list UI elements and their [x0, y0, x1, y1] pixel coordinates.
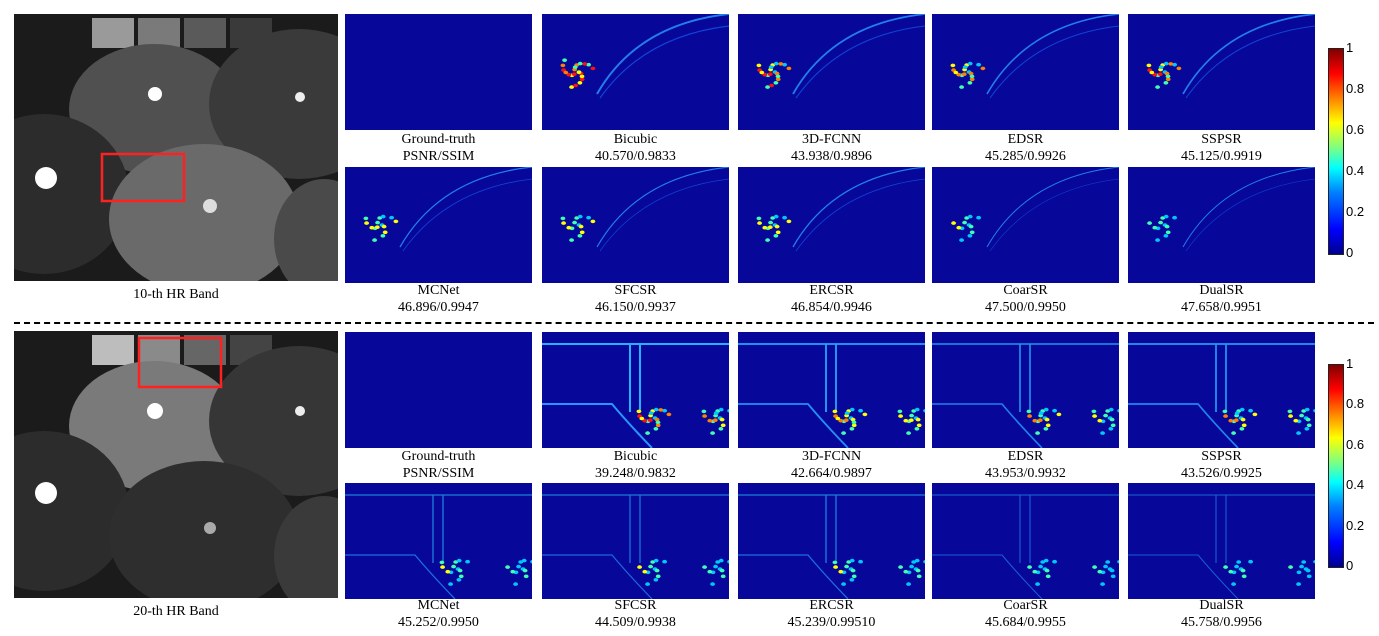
- psnr-ssim-score: 45.252/0.9950: [398, 615, 479, 630]
- psnr-ssim-score: 43.953/0.9932: [985, 466, 1066, 481]
- error-map-top-row2-1: [542, 167, 729, 283]
- caption-bottom-row1-3: EDSR 43.953/0.9932: [932, 448, 1119, 482]
- psnr-ssim-score: 47.658/0.9951: [1181, 300, 1262, 315]
- method-name: Ground-truth: [401, 449, 476, 464]
- error-map-bottom-row1-3: [932, 332, 1119, 448]
- error-map-bottom-row2-4: [1128, 483, 1315, 599]
- method-name: ERCSR: [809, 598, 854, 613]
- colorbar-tick-0-4: 0.2: [1346, 204, 1365, 219]
- error-map-top-row2-3: [932, 167, 1119, 283]
- hr-band-image-20: [14, 331, 338, 598]
- method-name: 3D-FCNN: [801, 449, 862, 464]
- psnr-ssim-score: 47.500/0.9950: [985, 300, 1066, 315]
- psnr-ssim-score: 45.239/0.99510: [787, 615, 876, 630]
- caption-bottom-row1-0: Ground-truth PSNR/SSIM: [345, 448, 532, 482]
- error-map-top-row2-0: [345, 167, 532, 283]
- caption-top-row1-2: 3D-FCNN 43.938/0.9896: [738, 131, 925, 165]
- section-divider: [14, 322, 1374, 324]
- psnr-ssim-score: PSNR/SSIM: [402, 149, 475, 164]
- error-map-top-row1-4: [1128, 14, 1315, 130]
- caption-top-row2-1: SFCSR 46.150/0.9937: [542, 282, 729, 316]
- error-map-bottom-row1-2: [738, 332, 925, 448]
- method-name: DualSR: [1199, 598, 1244, 613]
- psnr-ssim-score: 44.509/0.9938: [595, 615, 676, 630]
- colorbar-tick-1-2: 0.6: [1346, 436, 1365, 452]
- method-name: 3D-FCNN: [801, 132, 862, 147]
- caption-top-row2-3: CoarSR 47.500/0.9950: [932, 282, 1119, 316]
- method-name: Bicubic: [613, 449, 658, 464]
- colorbar-bottom: [1328, 364, 1344, 568]
- error-map-top-row1-3: [932, 14, 1119, 130]
- colorbar-tick-1-5: 0: [1346, 558, 1354, 573]
- psnr-ssim-score: 45.285/0.9926: [985, 149, 1066, 164]
- method-name: MCNet: [417, 598, 460, 613]
- error-map-top-row2-4: [1128, 167, 1315, 283]
- colorbar-tick-0-2: 0.6: [1346, 122, 1365, 137]
- caption-top-row1-3: EDSR 45.285/0.9926: [932, 131, 1119, 165]
- colorbar-tick-0-1: 0.8: [1346, 81, 1365, 96]
- psnr-ssim-score: 45.758/0.9956: [1181, 615, 1262, 630]
- caption-top-row2-4: DualSR 47.658/0.9951: [1128, 282, 1315, 316]
- caption-bottom-row1-4: SSPSR 43.526/0.9925: [1128, 448, 1315, 482]
- psnr-ssim-score: PSNR/SSIM: [402, 466, 475, 481]
- method-name: SFCSR: [614, 283, 657, 298]
- caption-bottom-row2-0: MCNet 45.252/0.9950: [345, 597, 532, 631]
- error-map-bottom-row1-1: [542, 332, 729, 448]
- error-map-top-row1-2: [738, 14, 925, 130]
- error-map-bottom-row2-2: [738, 483, 925, 599]
- method-name: CoarSR: [1003, 598, 1048, 613]
- error-map-bottom-row1-0: [345, 332, 532, 448]
- error-map-top-row1-1: [542, 14, 729, 130]
- psnr-ssim-score: 46.854/0.9946: [791, 300, 872, 315]
- band-label-10: 10-th HR Band: [133, 287, 219, 302]
- error-map-bottom-row2-0: [345, 483, 532, 599]
- method-name: ERCSR: [809, 283, 854, 298]
- caption-top-row1-4: SSPSR 45.125/0.9919: [1128, 131, 1315, 165]
- psnr-ssim-score: 45.684/0.9955: [985, 615, 1066, 630]
- method-name: CoarSR: [1003, 283, 1048, 298]
- method-name: Bicubic: [613, 132, 658, 147]
- method-name: SSPSR: [1201, 132, 1242, 147]
- caption-top-row2-2: ERCSR 46.854/0.9946: [738, 282, 925, 316]
- colorbar-tick-1-4: 0.2: [1346, 517, 1365, 533]
- caption-bottom-row1-2: 3D-FCNN 42.664/0.9897: [738, 448, 925, 482]
- hr-band-image-10: [14, 14, 338, 281]
- error-map-bottom-row2-3: [932, 483, 1119, 599]
- caption-bottom-row2-1: SFCSR 44.509/0.9938: [542, 597, 729, 631]
- colorbar-tick-1-3: 0.4: [1346, 477, 1365, 493]
- colorbar-tick-0-3: 0.4: [1346, 163, 1365, 178]
- error-map-bottom-row1-4: [1128, 332, 1315, 448]
- psnr-ssim-score: 46.896/0.9947: [398, 300, 479, 315]
- colorbar-top: [1328, 48, 1344, 255]
- psnr-ssim-score: 46.150/0.9937: [595, 300, 676, 315]
- band-label-20: 20-th HR Band: [133, 604, 219, 619]
- caption-bottom-row2-4: DualSR 45.758/0.9956: [1128, 597, 1315, 631]
- psnr-ssim-score: 39.248/0.9832: [595, 466, 676, 481]
- method-name: MCNet: [417, 283, 460, 298]
- caption-top-row2-0: MCNet 46.896/0.9947: [345, 282, 532, 316]
- colorbar-tick-0-5: 0: [1346, 245, 1354, 260]
- method-name: SSPSR: [1201, 449, 1242, 464]
- caption-bottom-row2-2: ERCSR 45.239/0.99510: [738, 597, 925, 631]
- colorbar-tick-1-1: 0.8: [1346, 396, 1365, 412]
- method-name: SFCSR: [614, 598, 657, 613]
- error-map-top-row2-2: [738, 167, 925, 283]
- caption-top-row1-0: Ground-truth PSNR/SSIM: [345, 131, 532, 165]
- error-map-top-row1-0: [345, 14, 532, 130]
- method-name: EDSR: [1007, 132, 1044, 147]
- method-name: DualSR: [1199, 283, 1244, 298]
- caption-bottom-row1-1: Bicubic 39.248/0.9832: [542, 448, 729, 482]
- psnr-ssim-score: 43.938/0.9896: [791, 149, 872, 164]
- psnr-ssim-score: 45.125/0.9919: [1181, 149, 1262, 164]
- psnr-ssim-score: 43.526/0.9925: [1181, 466, 1262, 481]
- method-name: EDSR: [1007, 449, 1044, 464]
- caption-bottom-row2-3: CoarSR 45.684/0.9955: [932, 597, 1119, 631]
- error-map-bottom-row2-1: [542, 483, 729, 599]
- psnr-ssim-score: 42.664/0.9897: [791, 466, 872, 481]
- colorbar-tick-0-0: 1: [1346, 40, 1354, 55]
- caption-top-row1-1: Bicubic 40.570/0.9833: [542, 131, 729, 165]
- psnr-ssim-score: 40.570/0.9833: [595, 149, 676, 164]
- colorbar-tick-1-0: 1: [1346, 356, 1354, 371]
- method-name: Ground-truth: [401, 132, 476, 147]
